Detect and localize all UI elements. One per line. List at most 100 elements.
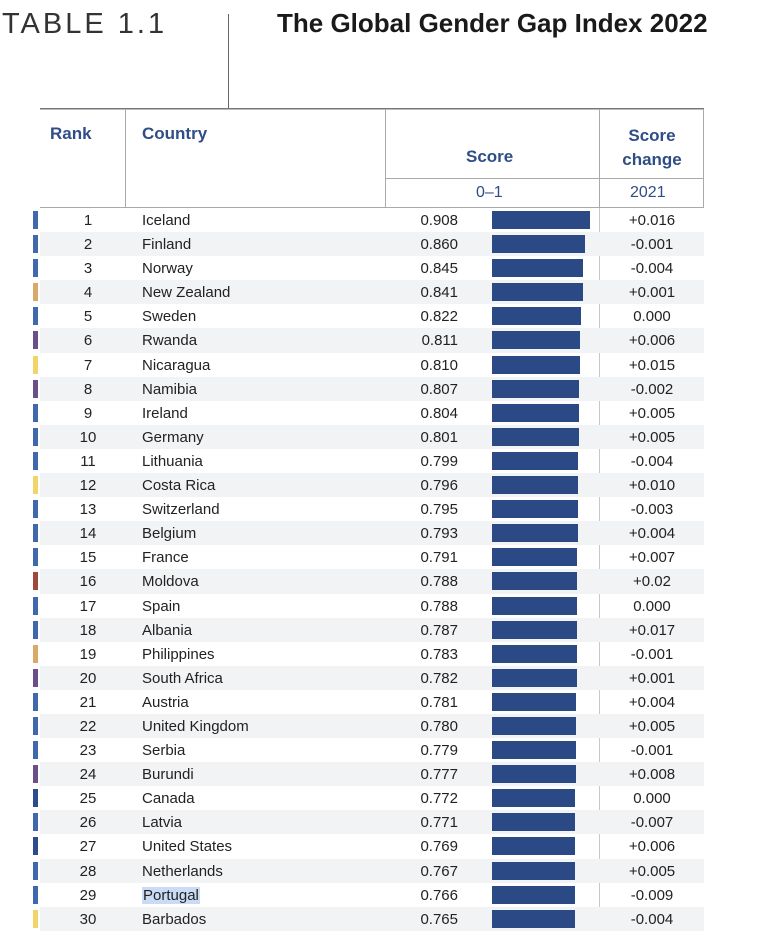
row-score: 0.799 (420, 452, 458, 470)
row-score-change: 0.000 (633, 597, 671, 615)
column-header-rank: Rank (50, 124, 92, 143)
region-swatch (33, 909, 38, 928)
row-country: Germany (142, 428, 204, 446)
region-swatch (33, 476, 38, 495)
row-country: France (142, 549, 189, 567)
column-header-score-change: Score change (622, 126, 682, 169)
row-country: Moldova (142, 573, 199, 591)
row-score-change: -0.001 (630, 236, 674, 254)
row-score: 0.841 (420, 284, 458, 302)
table-row: 6 Rwanda 0.811 +0.006 (0, 328, 704, 353)
score-bar (492, 741, 577, 760)
row-score: 0.787 (420, 621, 458, 639)
row-background (40, 665, 704, 690)
row-score: 0.782 (420, 669, 458, 687)
row-country: United States (142, 838, 233, 856)
region-swatch (33, 885, 38, 904)
column-subheader-change-year: 2021 (630, 184, 666, 201)
table-row: 17 Spain 0.788 0.000 (0, 594, 704, 618)
row-score-change: +0.005 (628, 862, 676, 880)
row-score: 0.796 (420, 477, 458, 495)
row-country: Rwanda (142, 332, 198, 350)
table-row: 9 Ireland 0.804 +0.005 (0, 401, 704, 425)
table-row: 15 France 0.791 +0.007 (0, 545, 704, 569)
row-country: Burundi (142, 766, 194, 784)
row-score: 0.772 (420, 790, 458, 808)
row-score: 0.769 (420, 838, 458, 856)
row-country: Latvia (142, 814, 183, 832)
row-rank: 10 (79, 428, 97, 446)
row-country: Sweden (142, 308, 197, 326)
row-country: Namibia (142, 380, 198, 398)
row-score-change: +0.005 (628, 404, 676, 422)
table-top-rule-inner (40, 109, 704, 110)
row-score: 0.793 (420, 525, 458, 543)
score-bar (492, 692, 577, 711)
row-background (40, 376, 704, 401)
score-change-divider (599, 208, 600, 929)
row-country: Belgium (142, 525, 197, 543)
score-bar (492, 644, 577, 663)
row-rank: 27 (79, 838, 97, 856)
row-country: Barbados (142, 910, 207, 928)
score-bar (492, 500, 578, 519)
row-country: Serbia (142, 742, 186, 760)
table-row: 5 Sweden 0.822 0.000 (0, 304, 704, 328)
table-row: 14 Belgium 0.793 +0.004 (0, 521, 704, 546)
header-divider (228, 14, 229, 108)
row-rank: 29 (79, 886, 97, 904)
row-rank: 2 (83, 236, 93, 254)
score-bar (492, 620, 577, 639)
table-row: 11 Lithuania 0.799 -0.004 (0, 449, 704, 473)
row-rank: 16 (79, 573, 97, 591)
row-score: 0.908 (420, 212, 458, 229)
row-score: 0.795 (420, 501, 458, 519)
row-country: Lithuania (142, 452, 203, 470)
region-swatch (33, 741, 38, 760)
score-bar (492, 909, 575, 928)
col-divider-country (385, 109, 386, 207)
score-bar (492, 789, 576, 808)
row-background (40, 713, 704, 739)
row-country: Spain (142, 597, 181, 615)
col-divider-rank (125, 109, 126, 207)
score-bar (492, 259, 584, 278)
region-swatch (33, 524, 38, 543)
row-background (40, 762, 704, 787)
table-row: 24 Burundi 0.777 +0.008 (0, 762, 704, 787)
row-country: Netherlands (142, 862, 223, 880)
table-row: 16 Moldova 0.788 +0.02 (0, 569, 704, 594)
region-swatch (33, 379, 38, 398)
row-background (40, 424, 704, 449)
table-row: 20 South Africa 0.782 +0.001 (0, 665, 704, 690)
table-row: 18 Albania 0.787 +0.017 (0, 617, 704, 642)
row-score-change: +0.001 (628, 669, 676, 687)
region-swatch (33, 789, 38, 808)
row-rank: 28 (79, 862, 97, 880)
region-swatch (33, 500, 38, 519)
row-rank: 13 (79, 501, 97, 519)
row-rank: 24 (79, 766, 97, 784)
row-score: 0.771 (420, 814, 458, 832)
score-bar (492, 427, 579, 446)
row-score-change: -0.001 (630, 742, 674, 760)
column-header-country: Country (142, 124, 208, 143)
region-swatch (33, 307, 38, 326)
table-row: 2 Finland 0.860 -0.001 (0, 232, 704, 257)
row-score-change: -0.002 (630, 380, 674, 398)
region-swatch (33, 692, 38, 711)
row-background (40, 473, 704, 498)
row-country: South Africa (142, 669, 223, 687)
row-rank: 30 (79, 910, 97, 928)
table-row: 27 United States 0.769 +0.006 (0, 834, 704, 858)
row-rank: 18 (79, 621, 97, 639)
score-bar (492, 379, 580, 398)
region-swatch (33, 331, 38, 350)
row-score-change: +0.008 (628, 766, 676, 784)
row-score-change: +0.007 (628, 549, 676, 567)
table-row: 4 New Zealand 0.841 +0.001 (0, 280, 704, 305)
row-score: 0.807 (420, 380, 458, 398)
row-rank: 9 (83, 404, 93, 422)
row-country: Philippines (142, 645, 215, 663)
region-swatch (33, 716, 38, 735)
